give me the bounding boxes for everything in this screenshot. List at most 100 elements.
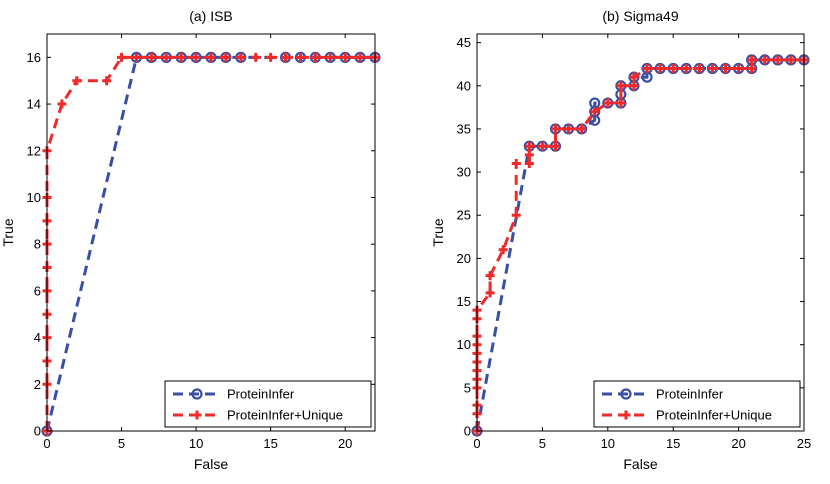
- series-line: [475, 58, 804, 431]
- y-tick-label: 0: [34, 424, 41, 439]
- y-tick-label: 2: [34, 377, 41, 392]
- y-tick-label: 30: [457, 165, 471, 180]
- data-point-plus: [325, 52, 335, 62]
- data-point-plus: [206, 52, 216, 62]
- data-point-plus: [498, 245, 508, 255]
- y-tick-label: 25: [457, 208, 471, 223]
- data-point-plus: [524, 150, 534, 160]
- data-point-plus: [236, 52, 246, 62]
- y-tick-label: 10: [457, 337, 471, 352]
- x-tick-label: 10: [601, 436, 615, 451]
- legend-box: [164, 380, 372, 428]
- data-point-plus: [102, 76, 112, 86]
- x-tick-label: 5: [539, 436, 546, 451]
- x-tick-label: 5: [118, 436, 125, 451]
- data-point-plus: [550, 124, 560, 134]
- x-tick-label: 15: [666, 436, 680, 451]
- y-tick-label: 35: [457, 121, 471, 136]
- y-tick-label: 4: [34, 330, 41, 345]
- data-point-plus: [266, 52, 276, 62]
- chart-panel-sigma49: (b) Sigma49 False True 0 5 10 15 20 25 0 5 10 15 20 25…: [430, 8, 811, 472]
- data-point-plus: [340, 52, 350, 62]
- series-proteininfer-unique: [472, 55, 809, 436]
- data-point-plus: [310, 52, 320, 62]
- y-tick-label: 40: [457, 78, 471, 93]
- data-point-plus: [161, 52, 171, 62]
- x-tick-label: 20: [731, 436, 745, 451]
- data-point-plus: [146, 52, 156, 62]
- x-axis-label: False: [194, 456, 228, 472]
- data-point-plus: [117, 52, 127, 62]
- data-point-plus: [694, 64, 704, 74]
- data-point-plus: [524, 158, 534, 168]
- y-tick-label: 5: [464, 380, 471, 395]
- data-point-plus: [786, 55, 796, 65]
- y-tick-label: 20: [457, 251, 471, 266]
- plot-area-frame: [46, 33, 376, 432]
- data-point-plus: [72, 76, 82, 86]
- x-tick-label: 0: [473, 436, 480, 451]
- legend-label: ProteinInfer+Unique: [656, 408, 772, 423]
- data-point-plus: [355, 52, 365, 62]
- data-point-plus: [221, 52, 231, 62]
- series-proteininfer: [471, 54, 810, 437]
- data-point-plus: [721, 64, 731, 74]
- chart-title: (b) Sigma49: [602, 8, 678, 24]
- data-point-plus: [191, 52, 201, 62]
- legend-label: ProteinInfer: [227, 387, 295, 402]
- legend-marker-plus: [192, 410, 202, 420]
- data-point-plus: [629, 72, 639, 82]
- x-tick-label: 25: [797, 436, 811, 451]
- data-point-plus: [511, 210, 521, 220]
- series-line: [475, 58, 804, 432]
- chart-panel-isb: (a) ISB False True 0 5 10 15 20 0 2 4 6 8 10 12 14 16 Pro…: [0, 8, 381, 472]
- x-tick-label: 15: [263, 436, 277, 451]
- legend: ProteinInfer ProteinInfer+Unique: [164, 380, 372, 428]
- y-axis-label: True: [430, 218, 446, 246]
- data-point-plus: [511, 158, 521, 168]
- x-tick-label: 10: [189, 436, 203, 451]
- data-point-plus: [629, 81, 639, 91]
- series-proteininfer: [41, 51, 381, 437]
- series-line: [45, 55, 375, 432]
- data-point-plus: [176, 52, 186, 62]
- legend-label: ProteinInfer+Unique: [227, 408, 343, 423]
- data-point-plus: [668, 64, 678, 74]
- y-tick-label: 12: [27, 143, 41, 158]
- y-tick-label: 14: [27, 97, 41, 112]
- data-point-plus: [773, 55, 783, 65]
- legend-marker-plus: [621, 410, 631, 420]
- data-point-plus: [590, 107, 600, 117]
- y-tick-label: 10: [27, 190, 41, 205]
- data-point-plus: [655, 64, 665, 74]
- plot-area-frame: [476, 33, 805, 432]
- x-tick-label: 0: [43, 436, 50, 451]
- data-point-plus: [616, 98, 626, 108]
- data-point-plus: [537, 141, 547, 151]
- data-point-plus: [681, 64, 691, 74]
- legend: ProteinInfer ProteinInfer+Unique: [593, 380, 801, 428]
- data-point-plus: [550, 141, 560, 151]
- data-point-plus: [747, 64, 757, 74]
- data-point-plus: [603, 98, 613, 108]
- data-point-plus: [747, 55, 757, 65]
- y-axis-label: True: [0, 218, 16, 246]
- data-point-plus: [760, 55, 770, 65]
- y-tick-label: 8: [34, 237, 41, 252]
- data-point-plus: [734, 64, 744, 74]
- y-tick-label: 15: [457, 294, 471, 309]
- data-point-plus: [281, 52, 291, 62]
- data-point-plus: [295, 52, 305, 62]
- legend-box: [593, 380, 801, 428]
- x-axis-label: False: [623, 456, 657, 472]
- x-tick-label: 20: [338, 436, 352, 451]
- data-point-plus: [616, 81, 626, 91]
- legend-marker-circle: [620, 388, 632, 400]
- data-point-plus: [57, 99, 67, 109]
- legend-marker-circle: [191, 388, 203, 400]
- data-point-plus: [251, 52, 261, 62]
- series-line: [45, 55, 375, 431]
- data-point-plus: [524, 141, 534, 151]
- chart-title: (a) ISB: [189, 8, 233, 24]
